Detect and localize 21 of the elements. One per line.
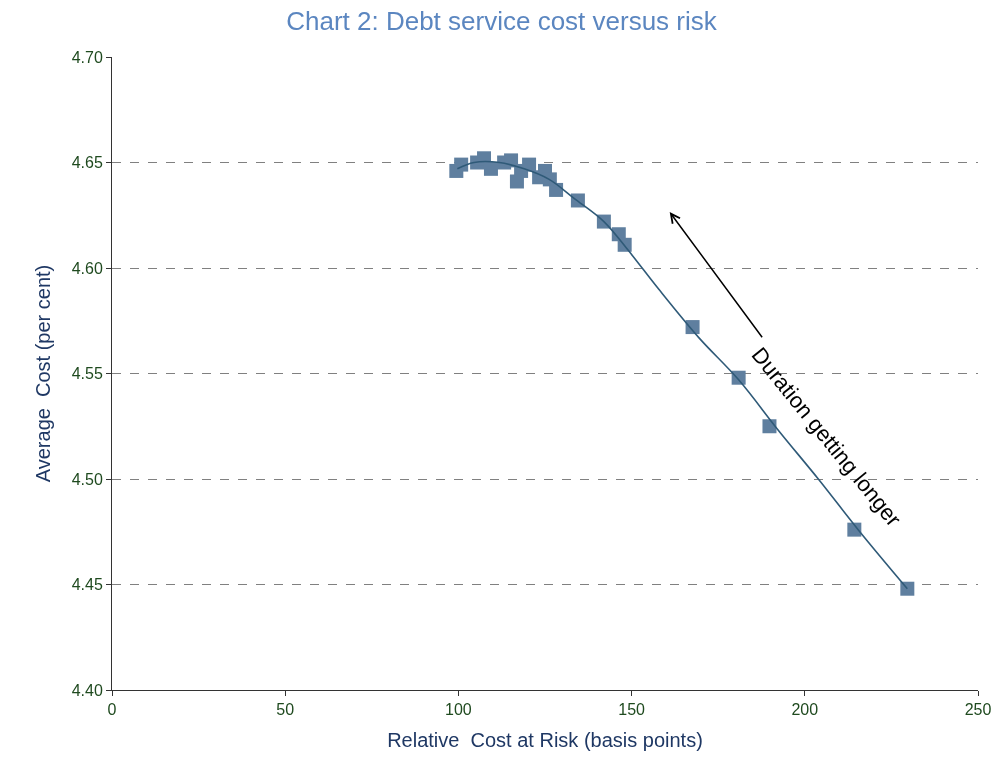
x-tick-label: 250: [964, 701, 992, 719]
y-tick-label: 4.40: [71, 681, 103, 699]
point: [549, 182, 564, 197]
x-tick-label: 100: [445, 701, 472, 719]
y-tick-label: 4.45: [71, 576, 103, 594]
point: [454, 157, 469, 172]
chart-title: Chart 2: Debt service cost versus risk: [286, 5, 718, 36]
y-tick-label: 4.65: [71, 154, 103, 172]
y-tick-label: 4.50: [71, 470, 103, 488]
x-tick-label: 200: [791, 701, 819, 719]
point: [900, 581, 915, 596]
x-tick-label: 50: [276, 701, 295, 719]
point: [762, 419, 777, 434]
x-axis-title: Relative Cost at Risk (basis points): [387, 728, 703, 751]
y-tick-label: 4.55: [71, 365, 103, 383]
y-tick-label: 4.70: [71, 48, 103, 66]
point: [483, 161, 498, 176]
x-tick-label: 150: [618, 701, 646, 719]
x-tick-label: 0: [107, 701, 117, 719]
y-tick-label: 4.60: [71, 259, 103, 277]
y-axis-title: Average Cost (per cent): [32, 264, 55, 483]
